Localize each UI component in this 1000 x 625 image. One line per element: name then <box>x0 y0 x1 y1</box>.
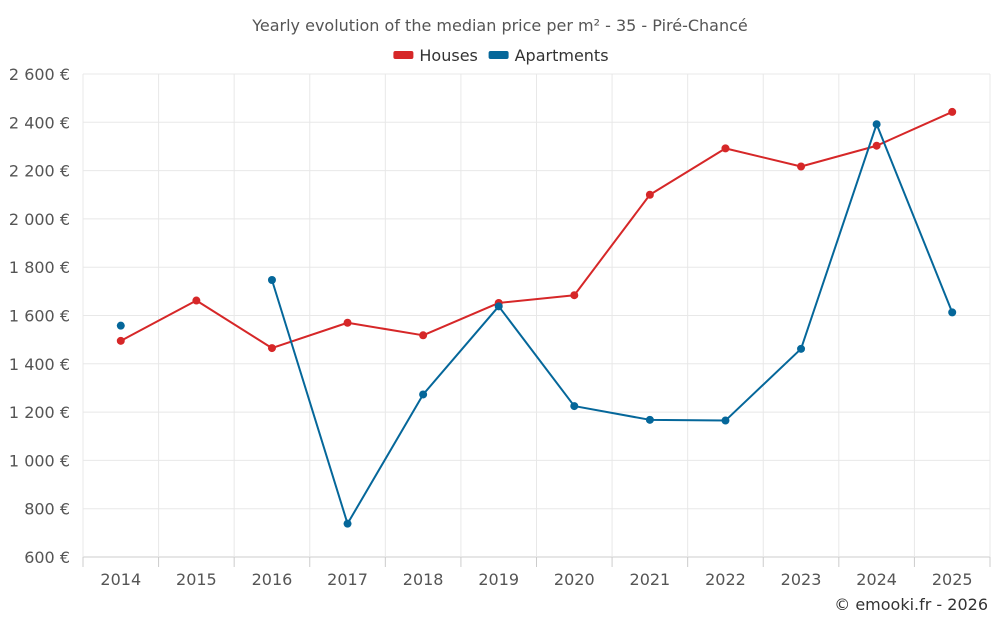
x-tick-label: 2016 <box>252 570 293 589</box>
data-point-houses[interactable] <box>192 296 201 305</box>
data-point-apartments[interactable] <box>116 321 125 330</box>
chart-title: Yearly evolution of the median price per… <box>251 16 748 35</box>
data-point-apartments[interactable] <box>721 416 730 425</box>
y-tick-label: 1 400 € <box>9 355 70 374</box>
data-point-apartments[interactable] <box>494 302 503 311</box>
legend-label: Houses <box>419 46 477 65</box>
series-houses <box>116 107 957 353</box>
data-point-houses[interactable] <box>645 190 654 199</box>
data-point-apartments[interactable] <box>570 402 579 411</box>
x-tick-label: 2021 <box>630 570 671 589</box>
series-layer <box>116 107 957 528</box>
data-point-houses[interactable] <box>872 141 881 150</box>
grid <box>82 73 991 558</box>
x-tick-label: 2017 <box>327 570 368 589</box>
axes: 600 € 800 € 1 000 € 1 200 € 1 400 € 1 600 € 1 … <box>9 65 991 589</box>
data-point-houses[interactable] <box>797 162 806 171</box>
x-tick-label: 2020 <box>554 570 595 589</box>
data-point-houses[interactable] <box>343 318 352 327</box>
y-tick-label: 1 600 € <box>9 307 70 326</box>
x-tick-label: 2022 <box>705 570 746 589</box>
legend-item-houses[interactable]: Houses <box>393 46 478 65</box>
data-point-apartments[interactable] <box>343 519 352 528</box>
y-tick-label: 1 000 € <box>9 451 70 470</box>
y-tick-label: 2 600 € <box>9 65 70 84</box>
series-line-apartments <box>271 123 954 525</box>
legend[interactable]: Houses Apartments <box>393 46 609 65</box>
data-point-apartments[interactable] <box>797 344 806 353</box>
y-tick-label: 1 800 € <box>9 258 70 277</box>
x-tick-label: 2014 <box>100 570 141 589</box>
y-tick-label: 800 € <box>24 500 70 519</box>
series-line-houses <box>120 111 953 350</box>
data-point-houses[interactable] <box>948 107 957 116</box>
legend-swatch <box>393 51 414 59</box>
x-tick-label: 2024 <box>856 570 897 589</box>
data-point-houses[interactable] <box>116 336 125 345</box>
data-point-apartments[interactable] <box>267 275 276 284</box>
data-point-houses[interactable] <box>267 344 276 353</box>
data-point-houses[interactable] <box>721 144 730 153</box>
y-tick-label: 2 200 € <box>9 162 70 181</box>
x-tick-label: 2015 <box>176 570 217 589</box>
legend-label: Apartments <box>515 46 609 65</box>
x-tick-label: 2023 <box>781 570 822 589</box>
data-point-houses[interactable] <box>419 331 428 340</box>
x-tick-label: 2018 <box>403 570 444 589</box>
series-apartments <box>116 120 957 528</box>
data-point-apartments[interactable] <box>645 415 654 424</box>
credit-text: © emooki.fr - 2026 <box>834 595 988 614</box>
y-tick-label: 600 € <box>24 548 70 567</box>
legend-item-apartments[interactable]: Apartments <box>488 46 609 65</box>
data-point-apartments[interactable] <box>948 308 957 317</box>
data-point-apartments[interactable] <box>872 120 881 129</box>
data-point-apartments[interactable] <box>419 390 428 399</box>
x-tick-label: 2025 <box>932 570 973 589</box>
data-point-houses[interactable] <box>570 291 579 300</box>
y-tick-label: 1 200 € <box>9 403 70 422</box>
y-tick-label: 2 000 € <box>9 210 70 229</box>
legend-swatch <box>488 51 509 59</box>
x-tick-label: 2019 <box>478 570 519 589</box>
y-tick-label: 2 400 € <box>9 113 70 132</box>
